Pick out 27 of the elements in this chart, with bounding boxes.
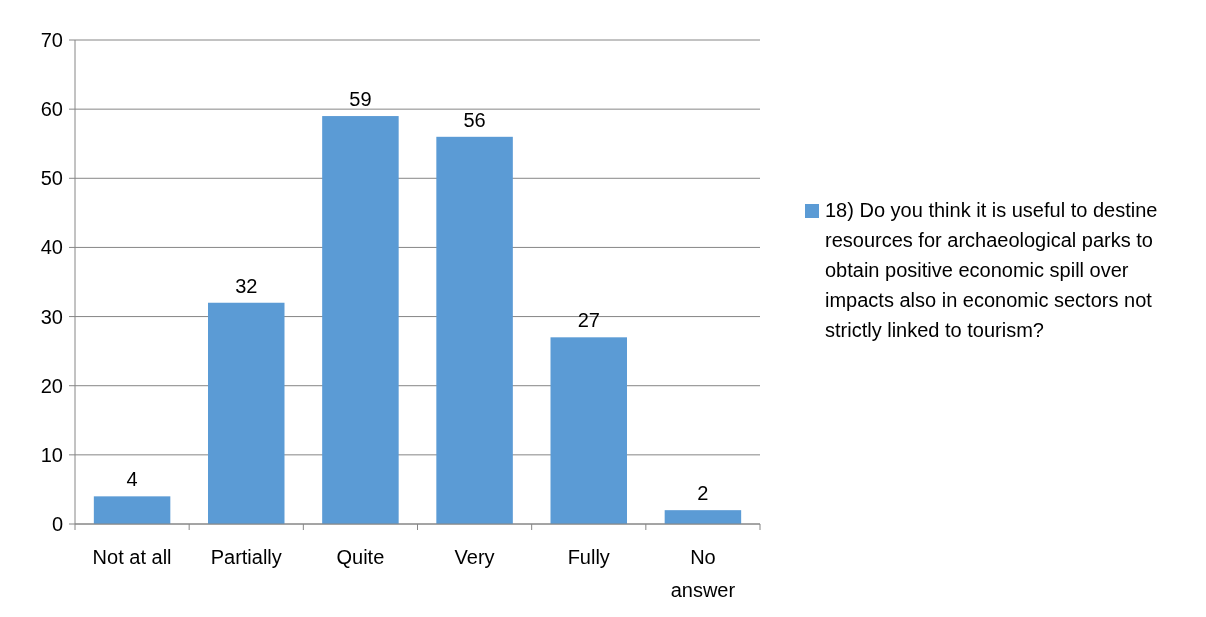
bar [436, 136, 513, 524]
bar [322, 116, 399, 524]
x-tick-label: No answer [670, 546, 736, 601]
bar [93, 496, 171, 524]
bar [664, 510, 742, 524]
legend-label: 18) Do you think it is useful to destine resources for archaeological parks to obtain positive economic spill over impacts also in economic sectors not strictly linked to tourism? [825, 199, 1158, 341]
y-tick-label: 20 [40, 374, 63, 397]
data-label: 56 [463, 108, 486, 131]
x-tick-label: Fully [567, 546, 610, 568]
x-tick-label: Quite [336, 546, 385, 568]
x-tick-label: Very [454, 546, 495, 568]
data-label: 4 [126, 468, 138, 491]
bar [550, 337, 627, 524]
y-tick-label: 70 [40, 29, 63, 51]
data-label: 27 [577, 309, 600, 332]
data-label: 59 [349, 88, 372, 111]
y-tick-label: 10 [40, 443, 63, 466]
y-tick-label: 0 [51, 513, 63, 535]
data-label: 32 [235, 274, 258, 297]
y-tick-label: 60 [40, 98, 63, 121]
y-tick-label: 40 [40, 236, 63, 259]
data-label: 2 [697, 482, 709, 505]
y-tick-label: 30 [40, 305, 63, 328]
x-tick-label: Partially [210, 546, 282, 568]
x-tick-label: Not at all [92, 546, 172, 568]
bar [208, 302, 285, 524]
y-tick-label: 50 [40, 167, 63, 190]
